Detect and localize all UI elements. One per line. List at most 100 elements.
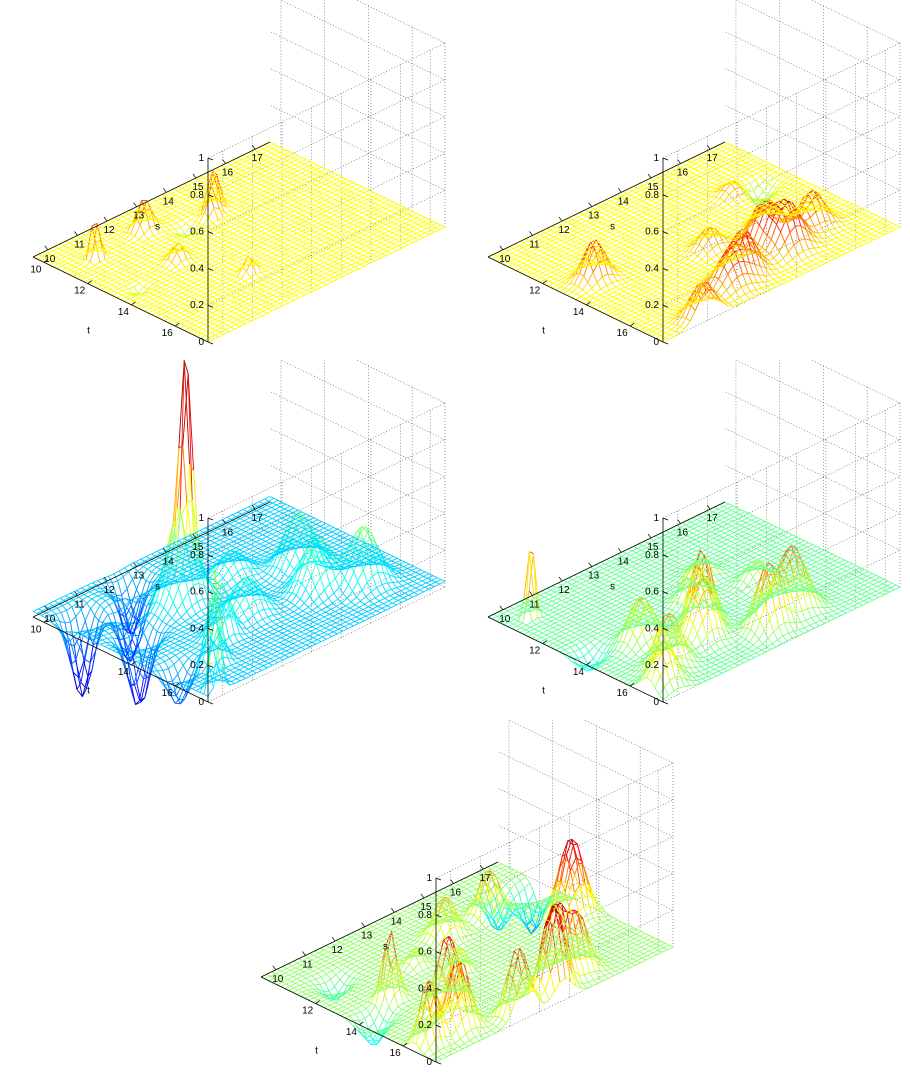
mesh-line xyxy=(378,204,383,208)
mesh-line xyxy=(266,270,271,274)
mesh-line xyxy=(709,286,714,290)
mesh-line xyxy=(274,183,281,187)
mesh-line xyxy=(161,313,166,317)
mesh-line xyxy=(181,305,188,309)
mesh-line xyxy=(199,188,206,192)
mesh-line xyxy=(750,291,755,297)
mesh-line xyxy=(239,283,244,287)
mesh-line xyxy=(827,236,832,241)
mesh-line xyxy=(196,286,203,290)
mesh-line xyxy=(272,148,277,151)
mesh-line xyxy=(866,231,871,235)
mesh-line xyxy=(335,241,340,245)
mesh-line xyxy=(215,180,222,185)
mesh-line xyxy=(329,170,334,174)
mesh-line xyxy=(63,260,68,264)
mesh-line xyxy=(102,269,107,273)
mesh-line xyxy=(226,235,232,239)
mesh-line xyxy=(283,231,288,235)
mesh-line xyxy=(207,176,214,181)
mesh-line xyxy=(316,166,322,171)
mesh-line xyxy=(117,231,124,236)
mesh-line xyxy=(250,247,256,251)
mesh-line xyxy=(367,194,373,198)
mesh-line xyxy=(128,214,133,217)
mesh-line xyxy=(269,227,276,232)
mesh-line xyxy=(219,198,226,202)
mesh-line xyxy=(230,164,236,168)
mesh-line xyxy=(135,295,140,299)
mesh-line xyxy=(224,318,229,321)
mesh-line xyxy=(159,289,165,293)
mesh-line xyxy=(312,167,317,171)
mesh-line xyxy=(235,192,240,196)
mesh-line xyxy=(232,303,239,308)
mesh-line xyxy=(332,219,338,222)
mesh-line xyxy=(675,309,682,315)
mesh-line xyxy=(221,253,226,257)
mesh-line xyxy=(186,247,191,251)
mesh-line xyxy=(132,271,139,275)
mesh-line xyxy=(179,285,184,289)
mesh-line xyxy=(862,226,869,231)
mesh-line xyxy=(346,202,353,206)
mesh-line xyxy=(375,198,381,202)
mesh-line xyxy=(173,317,180,321)
mesh-line xyxy=(113,245,119,250)
mesh-line xyxy=(273,214,280,218)
mesh-line xyxy=(90,245,97,249)
mesh-line xyxy=(72,260,78,264)
mesh-line xyxy=(230,310,236,314)
mesh-line xyxy=(200,288,207,292)
mesh-line xyxy=(755,252,761,267)
mesh-line xyxy=(357,197,363,201)
mesh-line xyxy=(387,204,393,207)
mesh-line xyxy=(210,256,217,261)
mesh-line xyxy=(271,192,278,196)
mesh-line xyxy=(703,286,710,296)
mesh-line xyxy=(831,214,837,222)
mesh-line xyxy=(135,246,142,250)
mesh-line xyxy=(308,280,314,284)
mesh-line xyxy=(683,301,690,305)
mesh-line xyxy=(832,234,838,239)
s-axis-label: s xyxy=(155,222,160,233)
mesh-line xyxy=(296,230,303,234)
mesh-line xyxy=(85,232,91,236)
mesh-line xyxy=(293,168,298,172)
mesh-line xyxy=(208,276,215,281)
mesh-line xyxy=(715,298,720,302)
mesh-line xyxy=(179,197,184,200)
mesh-line xyxy=(650,306,656,311)
mesh-line xyxy=(234,267,241,272)
mesh-line xyxy=(245,174,251,178)
mesh-line xyxy=(103,264,108,268)
mesh-line xyxy=(127,273,134,278)
mesh-line xyxy=(284,227,289,230)
mesh-line xyxy=(328,230,335,234)
mesh-line xyxy=(312,222,319,226)
mesh-line xyxy=(174,241,180,245)
mesh-line xyxy=(274,243,280,247)
mesh-line xyxy=(158,259,165,266)
mesh-line xyxy=(92,269,98,273)
mesh-line xyxy=(193,237,200,242)
mesh-line xyxy=(258,177,263,181)
mesh-line xyxy=(229,184,234,188)
s-tick xyxy=(133,202,138,207)
mesh-line xyxy=(154,225,160,234)
mesh-line xyxy=(261,255,267,259)
mesh-line xyxy=(70,266,76,271)
mesh-line xyxy=(244,163,250,167)
mesh-line xyxy=(203,281,208,285)
mesh-line xyxy=(831,255,836,259)
mesh-line xyxy=(330,267,337,272)
mesh-line xyxy=(234,194,240,199)
mesh-line xyxy=(337,187,343,191)
mesh-line xyxy=(251,305,256,308)
mesh-line xyxy=(383,215,390,219)
mesh-line xyxy=(161,240,166,244)
mesh-line xyxy=(352,226,359,230)
mesh-line xyxy=(435,224,442,229)
mesh-line xyxy=(176,279,182,283)
